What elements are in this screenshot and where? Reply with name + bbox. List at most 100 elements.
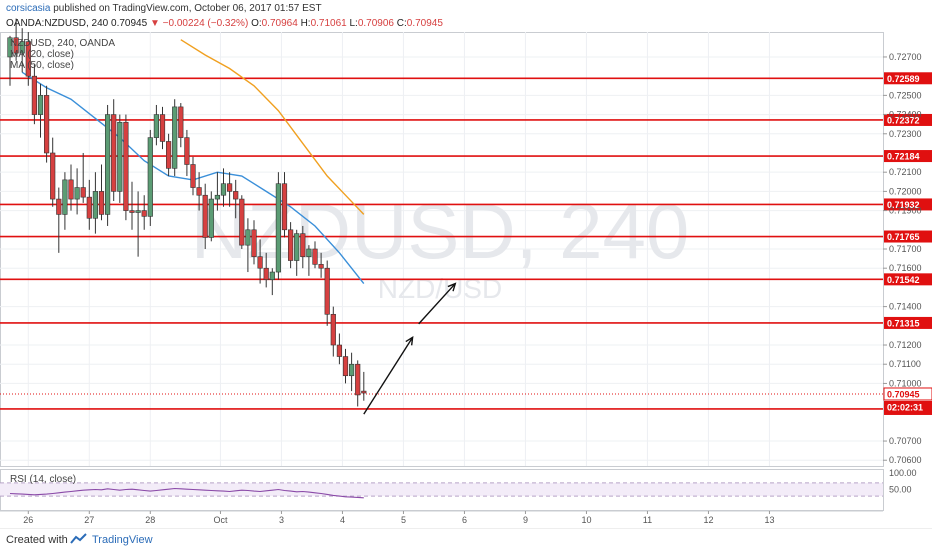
price-tick-label: 0.72500 (889, 90, 922, 100)
level-price-label: 0.71932 (887, 200, 920, 210)
candle (275, 172, 282, 280)
rsi-legend: RSI (14, close) (10, 474, 77, 485)
publisher-name[interactable]: corsicasia (6, 3, 51, 14)
close-value: 0.70945 (406, 18, 443, 29)
candle-body (287, 229, 294, 261)
candle (300, 225, 306, 269)
candle-body (361, 390, 367, 394)
level-price-label: 0.72372 (887, 115, 920, 125)
rsi-tick-label: 50.00 (889, 485, 912, 495)
candle-body (141, 210, 147, 217)
price-tick-label: 0.71200 (889, 340, 922, 350)
candle (287, 222, 294, 269)
watermark: NZDUSD, 240 NZD/USD (191, 187, 689, 304)
candle (80, 152, 86, 203)
candle (105, 104, 111, 226)
candle-body (25, 41, 31, 77)
low-value: 0.70906 (357, 18, 394, 29)
candle (68, 164, 74, 211)
current-price-label: 0.70945 (887, 389, 920, 399)
candle (7, 35, 13, 86)
candle (312, 241, 318, 269)
ma50-legend: MA (50, close) (10, 60, 74, 71)
candle (355, 360, 361, 407)
published-text: published on TradingView.com, October 06… (53, 3, 322, 14)
price-tick-label: 0.71700 (889, 244, 922, 254)
candle-body (147, 137, 153, 217)
candle-body (202, 194, 208, 238)
candle-body (19, 41, 25, 54)
level-price-tag (884, 198, 932, 211)
time-tick-label: 9 (523, 515, 528, 525)
candle-body (68, 179, 74, 200)
candle-body (245, 229, 251, 246)
candle (98, 164, 105, 221)
candle (129, 181, 135, 230)
candle-body (312, 248, 318, 265)
open-label: O: (251, 18, 262, 29)
candle (184, 129, 190, 177)
candle-body (31, 75, 37, 115)
time-tick-label: 4 (340, 515, 345, 525)
candle (263, 252, 269, 288)
candle (233, 179, 239, 219)
price-chart[interactable]: NZDUSD, 240 NZD/USD 0.72589 0.72372 0.7218… (0, 0, 932, 528)
level-price-tag (884, 150, 932, 163)
candle-body (214, 194, 221, 200)
overlay-symbol: NZDUSD, 240, OANDA (10, 38, 116, 49)
candles (7, 18, 367, 407)
candle-body (336, 344, 343, 357)
price-change: −0.00224 (−0.32%) (162, 18, 249, 29)
tradingview-brand[interactable]: TradingView (92, 534, 153, 546)
ohlc-line: OANDA:NZDUSD, 240 0.70945 ▼ −0.00224 (−0… (6, 18, 443, 29)
price-tick-label: 0.72400 (889, 110, 922, 120)
candle (348, 352, 355, 392)
time-axis: 26 27 28 Oct 3 4 5 6 9 10 11 12 13 (0, 510, 883, 525)
candle-body (275, 183, 282, 273)
symbol-line: OANDA:NZDUSD, 240 (6, 18, 109, 29)
candle (37, 83, 44, 138)
candle-body (233, 191, 239, 200)
level-price-label: 0.71542 (887, 275, 920, 285)
candle (50, 137, 56, 207)
price-tick-label: 0.72300 (889, 129, 922, 139)
candle (220, 168, 227, 207)
candle-body (111, 114, 117, 192)
time-tick-label: 3 (279, 515, 284, 525)
candle-body (300, 233, 306, 257)
candle-body (306, 248, 312, 257)
price-tick-label: 0.71400 (889, 302, 922, 312)
candle-body (153, 114, 160, 138)
candle-body (251, 229, 257, 257)
candle-body (330, 313, 336, 346)
time-tick-label: 13 (764, 515, 774, 525)
projection-arrow-2-head (447, 282, 457, 292)
price-tick-label: 0.70600 (889, 455, 922, 465)
candle (56, 187, 62, 253)
rsi-band (0, 482, 883, 497)
candle-body (318, 264, 324, 269)
candle (86, 179, 92, 230)
candle-body (348, 363, 355, 377)
level-price-label: 0.71315 (887, 318, 920, 328)
candle-body (56, 198, 62, 215)
candle-body (208, 198, 214, 238)
time-tick-label: 27 (84, 515, 94, 525)
support-resistance-levels: 0.72589 0.72372 0.72184 0.71932 0.71765 0.715… (0, 72, 932, 415)
candle (251, 220, 257, 265)
close-label: C: (396, 18, 407, 29)
publish-line: corsicasia published on TradingView.com,… (6, 3, 322, 14)
watermark-big-text: NZDUSD, 240 (191, 187, 689, 275)
candle-body (129, 210, 135, 213)
candle (361, 371, 367, 401)
candle-body (257, 256, 263, 269)
candle-body (13, 37, 19, 54)
candle-body (184, 137, 190, 165)
candle (245, 218, 251, 273)
time-tick-label: 11 (643, 515, 652, 525)
high-value: 0.71061 (310, 18, 347, 29)
time-tick-label: 6 (462, 515, 467, 525)
time-tick-label: 5 (401, 515, 406, 525)
projection-arrows (363, 282, 457, 415)
candle (111, 99, 117, 201)
